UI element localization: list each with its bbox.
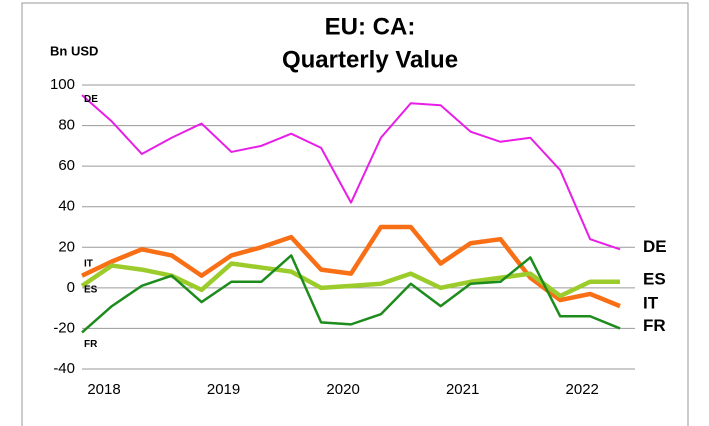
y-tick-label: 60	[58, 157, 75, 174]
frame	[21, 2, 689, 426]
x-tick-label: 2020	[326, 381, 359, 398]
chart-title: EU: CA:	[325, 13, 416, 40]
series-line	[81, 254, 621, 334]
series-line	[81, 94, 621, 251]
series-line	[81, 224, 621, 309]
x-tick-label: 2019	[207, 381, 240, 398]
y-axis-label: Bn USD	[50, 43, 98, 58]
y-tick-label: 80	[58, 117, 75, 134]
y-tick-label: -40	[53, 360, 75, 377]
series-end-label: FR	[643, 316, 666, 335]
series-start-label: IT	[84, 258, 93, 269]
series-end-label: IT	[643, 294, 659, 313]
series-start-label: ES	[84, 284, 98, 295]
y-tick-label: 20	[58, 238, 75, 255]
x-tick-label: 2018	[87, 381, 120, 398]
y-tick-label: 40	[58, 198, 75, 215]
series-start-label: FR	[84, 339, 98, 350]
series-start-label: DE	[84, 94, 98, 105]
y-tick-label: -20	[53, 319, 75, 336]
x-tick-label: 2021	[446, 381, 479, 398]
series-end-label: ES	[643, 269, 666, 288]
y-tick-label: 100	[50, 76, 75, 93]
chart-title: Quarterly Value	[282, 46, 458, 73]
series-end-label: DE	[643, 237, 667, 256]
y-tick-label: 0	[67, 279, 75, 296]
x-tick-label: 2022	[566, 381, 599, 398]
